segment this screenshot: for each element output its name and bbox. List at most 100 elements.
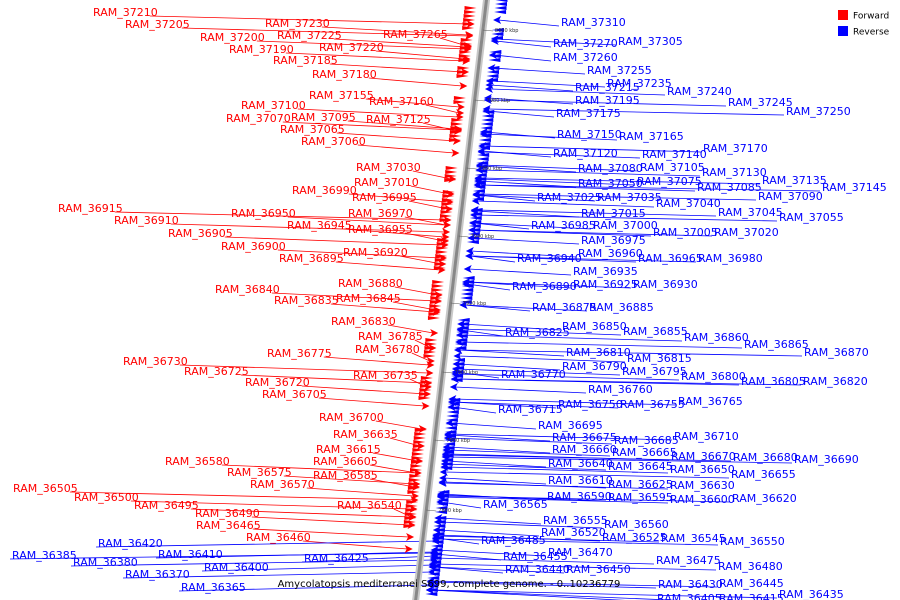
forward-gene-arrow[interactable] — [462, 22, 475, 26]
forward-gene-arrow[interactable] — [421, 402, 430, 410]
forward-gene-arrow[interactable] — [414, 428, 427, 432]
forward-gene-label[interactable]: RAM_36700 — [319, 411, 384, 424]
forward-gene-arrow[interactable] — [439, 218, 452, 222]
reverse-gene-arrow[interactable] — [480, 122, 493, 126]
reverse-gene-arrow[interactable] — [441, 454, 454, 458]
forward-gene-arrow[interactable] — [441, 198, 454, 202]
reverse-gene-arrow[interactable] — [431, 536, 444, 540]
reverse-gene-arrow[interactable] — [457, 322, 470, 326]
reverse-gene-label[interactable]: RAM_36655 — [731, 468, 796, 481]
forward-gene-arrow[interactable] — [406, 533, 415, 541]
reverse-gene-arrow[interactable] — [450, 378, 463, 382]
reverse-gene-label[interactable]: RAM_36625 — [608, 478, 673, 491]
forward-gene-arrow[interactable] — [407, 486, 420, 490]
reverse-gene-arrow[interactable] — [461, 288, 474, 292]
reverse-gene-arrow[interactable] — [425, 588, 438, 592]
forward-gene-arrow[interactable] — [449, 134, 462, 138]
forward-gene-arrow[interactable] — [440, 206, 453, 210]
forward-gene-arrow[interactable] — [450, 122, 463, 126]
reverse-gene-label[interactable]: RAM_36555 — [543, 514, 608, 527]
reverse-gene-arrow[interactable] — [432, 532, 445, 536]
forward-gene-label[interactable]: RAM_37210 — [93, 6, 158, 19]
reverse-gene-label[interactable]: RAM_36610 — [548, 474, 613, 487]
reverse-gene-arrow[interactable] — [431, 544, 444, 548]
reverse-gene-label[interactable]: RAM_36525 — [602, 531, 667, 544]
forward-gene-label[interactable]: RAM_36635 — [333, 428, 398, 441]
forward-gene-label[interactable]: RAM_36995 — [352, 191, 417, 204]
reverse-gene-label[interactable]: RAM_37255 — [587, 64, 652, 77]
reverse-gene-label[interactable]: RAM_37130 — [702, 166, 767, 179]
reverse-gene-label[interactable]: RAM_37170 — [703, 142, 768, 155]
reverse-gene-arrow[interactable] — [463, 265, 472, 273]
reverse-gene-arrow[interactable] — [449, 383, 458, 391]
reverse-gene-arrow[interactable] — [426, 584, 439, 588]
reverse-gene-label[interactable]: RAM_37045 — [718, 206, 783, 219]
reverse-gene-label[interactable]: RAM_37055 — [779, 211, 844, 224]
reverse-gene-label[interactable]: RAM_36410 — [158, 548, 223, 561]
forward-gene-label[interactable]: RAM_37185 — [273, 54, 338, 67]
forward-gene-arrow[interactable] — [458, 54, 471, 58]
forward-gene-label[interactable]: RAM_37065 — [280, 123, 345, 136]
reverse-gene-arrow[interactable] — [437, 490, 450, 494]
reverse-gene-arrow[interactable] — [436, 498, 449, 502]
forward-gene-arrow[interactable] — [412, 448, 425, 452]
forward-gene-arrow[interactable] — [441, 202, 454, 206]
reverse-gene-label[interactable]: RAM_36545 — [661, 532, 726, 545]
reverse-gene-arrow[interactable] — [474, 173, 487, 177]
reverse-gene-label[interactable]: RAM_36470 — [548, 546, 613, 559]
reverse-gene-label[interactable]: RAM_37035 — [597, 191, 662, 204]
forward-gene-arrow[interactable] — [429, 300, 442, 304]
forward-gene-arrow[interactable] — [429, 304, 442, 308]
reverse-gene-arrow[interactable] — [447, 402, 460, 406]
forward-gene-label[interactable]: RAM_36945 — [287, 219, 352, 232]
forward-gene-label[interactable]: RAM_37230 — [265, 17, 330, 30]
reverse-gene-arrow[interactable] — [457, 318, 470, 322]
forward-gene-arrow[interactable] — [418, 396, 431, 400]
reverse-gene-arrow[interactable] — [488, 54, 501, 58]
reverse-gene-arrow[interactable] — [474, 177, 487, 181]
forward-gene-arrow[interactable] — [430, 292, 443, 296]
reverse-gene-label[interactable]: RAM_36715 — [498, 403, 563, 416]
reverse-gene-arrow[interactable] — [429, 560, 442, 564]
forward-gene-arrow[interactable] — [456, 74, 469, 78]
reverse-gene-arrow[interactable] — [429, 556, 442, 560]
reverse-gene-arrow[interactable] — [472, 193, 485, 197]
forward-gene-arrow[interactable] — [453, 100, 466, 104]
forward-gene-arrow[interactable] — [453, 96, 466, 100]
forward-gene-arrow[interactable] — [451, 118, 464, 122]
reverse-gene-arrow[interactable] — [440, 466, 453, 470]
forward-gene-arrow[interactable] — [426, 361, 435, 369]
forward-gene-label[interactable]: RAM_36910 — [114, 214, 179, 227]
forward-gene-label[interactable]: RAM_36835 — [274, 294, 339, 307]
reverse-gene-arrow[interactable] — [442, 450, 455, 454]
reverse-gene-label[interactable]: RAM_37215 — [575, 81, 640, 94]
forward-gene-label[interactable]: RAM_36880 — [338, 277, 403, 290]
reverse-gene-arrow[interactable] — [475, 165, 488, 169]
forward-gene-arrow[interactable] — [404, 512, 417, 516]
forward-gene-arrow[interactable] — [423, 354, 436, 358]
reverse-gene-label[interactable]: RAM_37145 — [822, 181, 887, 194]
reverse-gene-label[interactable]: RAM_36685 — [614, 434, 679, 447]
reverse-gene-label[interactable]: RAM_36810 — [566, 346, 631, 359]
reverse-gene-label[interactable]: RAM_36400 — [204, 561, 269, 574]
reverse-gene-label[interactable]: RAM_36755 — [620, 398, 685, 411]
reverse-gene-label[interactable]: RAM_36435 — [779, 588, 844, 600]
forward-gene-label[interactable]: RAM_36955 — [348, 223, 413, 236]
forward-gene-label[interactable]: RAM_36840 — [215, 283, 280, 296]
reverse-gene-arrow[interactable] — [444, 434, 457, 438]
reverse-gene-arrow[interactable] — [451, 370, 464, 374]
reverse-gene-arrow[interactable] — [479, 134, 492, 138]
reverse-gene-label[interactable]: RAM_37140 — [642, 148, 707, 161]
forward-gene-label[interactable]: RAM_36845 — [336, 292, 401, 305]
reverse-gene-label[interactable]: RAM_37120 — [553, 147, 618, 160]
reverse-gene-label[interactable]: RAM_37235 — [607, 77, 672, 90]
forward-gene-label[interactable]: RAM_36895 — [279, 252, 344, 265]
reverse-gene-arrow[interactable] — [455, 338, 468, 342]
forward-gene-arrow[interactable] — [444, 178, 457, 182]
reverse-gene-label[interactable]: RAM_37050 — [578, 177, 643, 190]
reverse-gene-label[interactable]: RAM_37020 — [714, 226, 779, 239]
forward-gene-label[interactable]: RAM_36540 — [337, 499, 402, 512]
reverse-gene-arrow[interactable] — [481, 118, 494, 122]
reverse-gene-label[interactable]: RAM_36485 — [481, 534, 546, 547]
forward-gene-arrow[interactable] — [410, 460, 423, 464]
